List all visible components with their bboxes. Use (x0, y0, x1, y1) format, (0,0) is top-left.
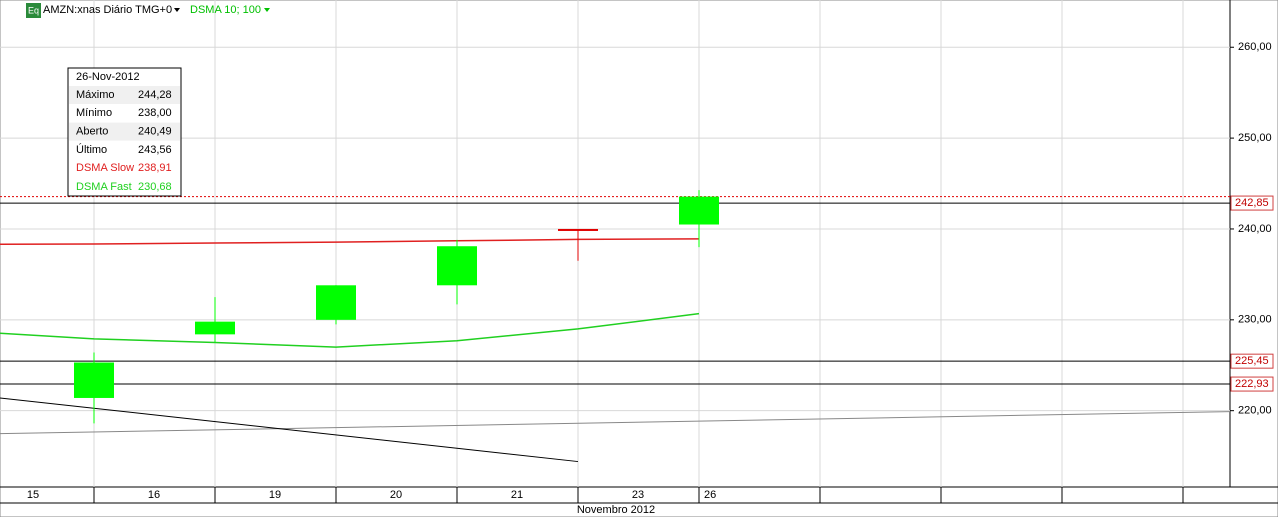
tooltip-indicator: DSMA Fast (76, 181, 132, 193)
tooltip-indicator-value: 230,68 (138, 181, 172, 193)
y-tick-label: 250,00 (1238, 132, 1272, 144)
badge (26, 3, 41, 18)
y-tick-label: 220,00 (1238, 405, 1272, 417)
candle-body (316, 285, 356, 320)
tooltip-value: 243,56 (138, 144, 172, 156)
x-tick-label: 15 (27, 489, 39, 501)
tooltip-label: Mínimo (76, 107, 112, 119)
y-tick-label: 260,00 (1238, 41, 1272, 53)
candle-body (558, 228, 598, 231)
symbol[interactable]: AMZN:xnas Diário TMG+0 (43, 4, 172, 16)
tooltip-indicator-value: 238,91 (138, 162, 172, 174)
level-box (1230, 195, 1274, 211)
candle-body (437, 246, 477, 286)
tooltip-label: Aberto (76, 126, 108, 138)
trendline (0, 411, 1230, 435)
tooltip-row-bg (69, 86, 180, 104)
x-tick-label: 19 (269, 489, 281, 501)
y-tick-label: 230,00 (1238, 314, 1272, 326)
tooltip-date: 26-Nov-2012 (76, 71, 140, 83)
level-label: 222,93 (1235, 378, 1269, 390)
x-tick-label: 26 (704, 489, 716, 501)
tooltip-label: Último (76, 143, 107, 156)
level-label: 225,45 (1235, 355, 1269, 367)
candle-body (195, 321, 235, 335)
indicator[interactable]: DSMA 10; 100 (190, 4, 261, 16)
tooltip-row-bg (69, 104, 180, 123)
candle-body (679, 196, 719, 225)
overlay: 242,85 225,45 222,93 26-Nov-2012 Máximo 244,2… (67, 67, 1274, 392)
dropdown-arrow[interactable] (264, 8, 270, 12)
dropdown-arrow[interactable] (174, 8, 180, 12)
x-tick-label: 16 (148, 489, 160, 501)
x-tick-label: 20 (390, 489, 402, 501)
y-tick-label: 240,00 (1238, 223, 1272, 235)
level-box (1230, 376, 1274, 392)
x-title: Novembro 2012 (577, 504, 655, 516)
plot (0, 0, 1230, 487)
tooltip-indicator: DSMA Slow (76, 162, 134, 174)
tooltip-row-bg (69, 140, 180, 159)
level-box (1230, 353, 1274, 369)
badge-text: Eq (28, 5, 39, 15)
x-tick-label: 23 (632, 489, 644, 501)
tooltip-value: 244,28 (138, 89, 172, 101)
tooltip-value: 240,49 (138, 126, 172, 138)
trendline (0, 397, 579, 463)
tooltip-label: Máximo (76, 89, 115, 101)
indicator-line (0, 312, 700, 348)
candle-body (74, 362, 114, 398)
tooltip-row-bg (69, 122, 180, 141)
tooltip-value: 238,00 (138, 107, 172, 119)
level-label: 242,85 (1235, 197, 1269, 209)
x-tick-label: 21 (511, 489, 523, 501)
